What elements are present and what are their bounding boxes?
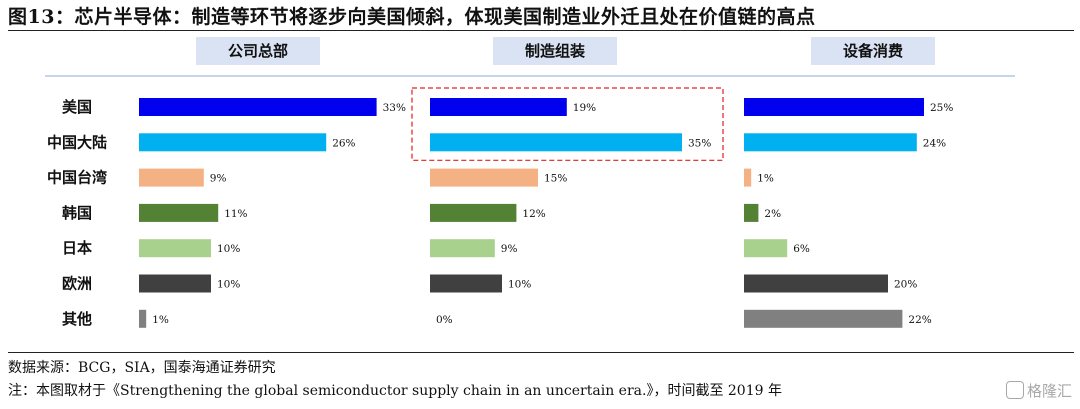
bar-value-label: 11% [224,208,247,220]
bar [430,203,517,222]
bar-value-label: 20% [894,279,917,291]
bar-value-label: 1% [152,314,169,326]
bar [744,203,759,222]
bar [139,274,211,293]
bar-value-label: 12% [522,208,545,220]
bar [430,168,538,187]
bar [744,239,788,258]
bar-value-label: 10% [217,279,240,291]
panel-header-label: 制造组装 [525,42,586,60]
bar-value-label: 0% [436,314,453,326]
category-label: 欧洲 [62,275,92,293]
category-label: 日本 [62,239,92,257]
highlight-box [411,87,724,161]
watermark-logo-icon [1005,381,1024,399]
bar [744,168,752,187]
panel-header-bg [811,37,935,65]
bar [744,133,917,152]
bar-value-label: 33% [383,102,406,114]
panel-header-label: 设备消费 [843,42,903,60]
bar-value-label: 1% [757,173,774,185]
bar-value-label: 6% [793,243,810,255]
watermark: 格隆汇 [1005,380,1072,401]
bar-value-label: 35% [688,137,711,149]
figure-title: 图13：芯片半导体：制造等环节将逐步向美国倾斜，体现美国制造业外迁且处在价值链的… [8,6,816,28]
category-label: 中国大陆 [47,133,107,151]
bar-value-label: 9% [501,243,518,255]
bar [430,133,682,152]
bar [139,203,219,222]
watermark-text: 格隆汇 [1026,382,1072,400]
bar-value-label: 10% [217,243,240,255]
category-label: 韩国 [62,204,92,222]
bar-value-label: 19% [573,102,596,114]
bar [139,98,377,116]
bar [744,98,924,116]
bar-value-label: 2% [764,208,781,220]
bar-value-label: 22% [908,314,931,326]
bar [744,274,888,293]
bar-value-label: 15% [544,173,567,185]
bar [430,239,495,258]
bar [139,168,204,187]
category-label: 美国 [62,98,92,116]
bar [139,133,327,152]
bar-value-label: 9% [210,173,227,185]
panel-header-bg [196,37,320,65]
bar-value-label: 10% [508,279,531,291]
note-text: 注：本图取材于《Strengthening the global semicon… [8,383,782,399]
bar [139,239,211,258]
panel-header-bg [493,37,617,65]
title-divider [8,30,1074,31]
bar [430,98,567,116]
category-label: 中国台湾 [47,169,107,187]
bar [139,309,147,328]
panel-header-label: 公司总部 [228,42,288,60]
footer-divider [8,352,1074,353]
bar [430,274,502,293]
bar-value-label: 24% [923,137,946,149]
source-text: 数据来源：BCG，SIA，国泰海通证券研究 [8,360,276,376]
bar [744,309,903,328]
bar-value-label: 25% [930,102,953,114]
category-label: 其他 [62,310,92,328]
bar-value-label: 26% [332,137,355,149]
